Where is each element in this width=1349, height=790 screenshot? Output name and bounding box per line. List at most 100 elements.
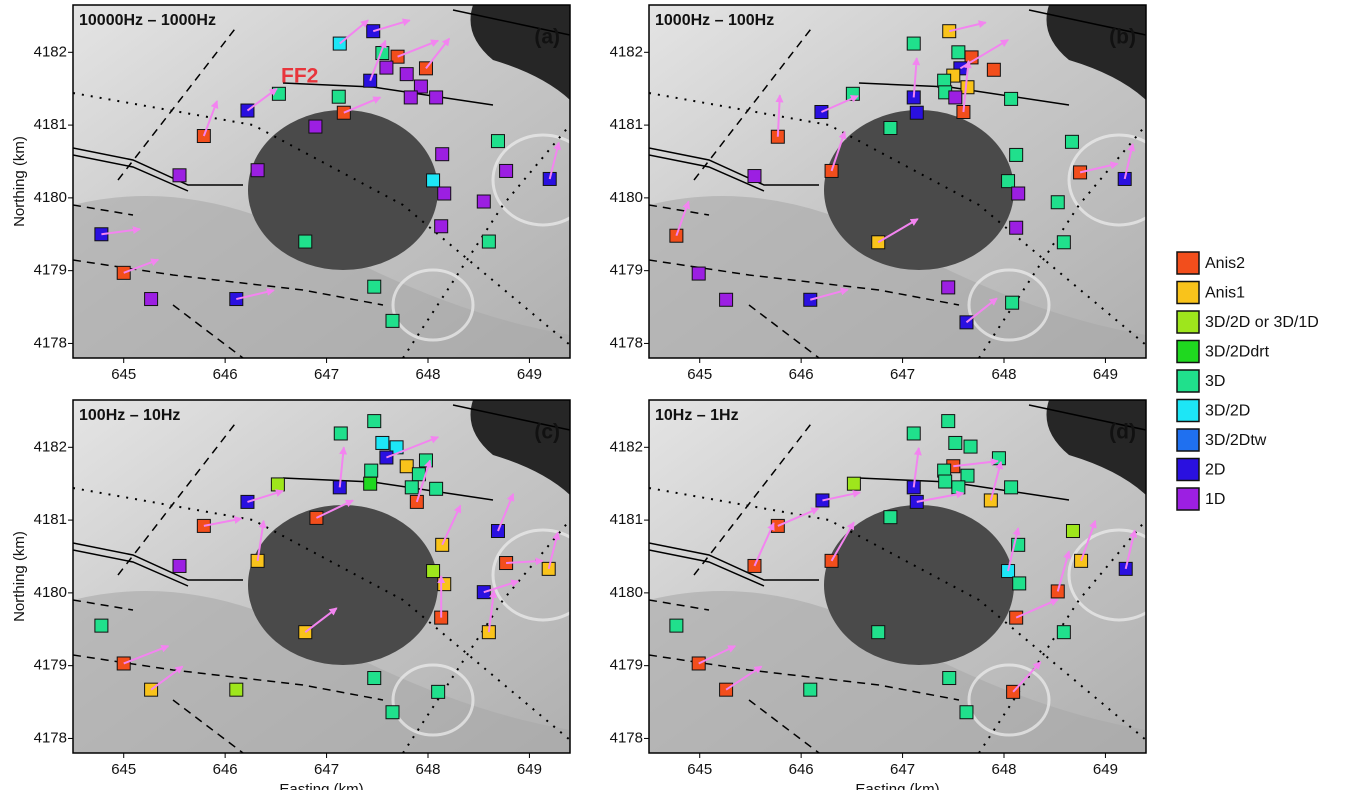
x-tick-label: 645 xyxy=(687,366,712,383)
legend-label: Anis2 xyxy=(1205,255,1245,272)
station-marker xyxy=(907,37,920,50)
legend-swatch xyxy=(1177,429,1199,451)
annotation: FF2 xyxy=(281,65,318,88)
station-marker xyxy=(405,481,418,494)
legend-label: 3D xyxy=(1205,373,1225,390)
caldera xyxy=(824,110,1014,270)
station-marker xyxy=(942,415,955,428)
legend-swatch xyxy=(1177,311,1199,333)
x-tick-label: 649 xyxy=(517,366,542,383)
panel-title: 100Hz – 10Hz xyxy=(79,407,180,424)
x-tick-label: 645 xyxy=(687,761,712,778)
panel-label: (d) xyxy=(1109,421,1136,444)
station-marker xyxy=(943,672,956,685)
legend-swatch xyxy=(1177,370,1199,392)
y-axis-label: Northing (km) xyxy=(11,136,28,227)
legend-label: 1D xyxy=(1205,491,1225,508)
x-tick-label: 647 xyxy=(890,761,915,778)
station-marker xyxy=(952,481,965,494)
station-marker xyxy=(400,68,413,81)
y-tick-label: 4181 xyxy=(34,511,67,528)
station-marker xyxy=(720,293,733,306)
station-marker xyxy=(309,120,322,133)
station-marker xyxy=(251,164,264,177)
y-tick-label: 4182 xyxy=(610,438,643,455)
y-tick-label: 4181 xyxy=(610,511,643,528)
y-tick-label: 4178 xyxy=(610,729,643,746)
station-marker xyxy=(272,87,285,100)
x-tick-label: 648 xyxy=(415,366,440,383)
station-marker xyxy=(368,415,381,428)
legend-label: 3D/2D xyxy=(1205,403,1250,420)
y-tick-label: 4180 xyxy=(610,189,643,206)
y-tick-label: 4178 xyxy=(610,334,643,351)
panel-title: 10Hz – 1Hz xyxy=(655,407,739,424)
station-marker xyxy=(692,267,705,280)
station-marker xyxy=(491,135,504,148)
x-tick-label: 648 xyxy=(991,366,1016,383)
station-marker xyxy=(910,106,923,119)
station-marker xyxy=(1057,626,1070,639)
legend-swatch xyxy=(1177,459,1199,481)
station-marker xyxy=(368,280,381,293)
map xyxy=(649,400,1169,753)
station-marker xyxy=(332,90,345,103)
legend-swatch xyxy=(1177,400,1199,422)
x-tick-label: 646 xyxy=(789,761,814,778)
station-marker xyxy=(334,427,347,440)
station-marker xyxy=(987,63,1000,76)
x-tick-label: 647 xyxy=(314,761,339,778)
station-marker xyxy=(884,511,897,524)
station-marker xyxy=(1006,296,1019,309)
x-tick-label: 647 xyxy=(890,366,915,383)
station-marker xyxy=(1005,481,1018,494)
x-tick-label: 646 xyxy=(789,366,814,383)
legend-label: 2D xyxy=(1205,462,1225,479)
station-marker xyxy=(952,46,965,59)
station-marker xyxy=(748,170,761,183)
station-marker xyxy=(1051,196,1064,209)
station-marker xyxy=(943,25,956,38)
station-marker xyxy=(1012,187,1025,200)
x-tick-label: 645 xyxy=(111,761,136,778)
legend-swatch xyxy=(1177,282,1199,304)
y-tick-label: 4179 xyxy=(34,657,67,674)
y-tick-label: 4182 xyxy=(34,438,67,455)
legend-swatch xyxy=(1177,341,1199,363)
station-marker xyxy=(949,91,962,104)
x-tick-label: 649 xyxy=(517,761,542,778)
y-tick-label: 4179 xyxy=(610,262,643,279)
station-marker xyxy=(299,235,312,248)
station-marker xyxy=(961,81,974,94)
station-marker xyxy=(380,61,393,74)
station-marker xyxy=(964,440,977,453)
station-marker xyxy=(386,314,399,327)
x-tick-label: 648 xyxy=(991,761,1016,778)
y-tick-label: 4179 xyxy=(610,657,643,674)
panel-label: (a) xyxy=(534,26,560,49)
station-marker xyxy=(1002,175,1015,188)
station-marker xyxy=(961,469,974,482)
station-marker xyxy=(271,478,284,491)
station-marker xyxy=(884,122,897,135)
panel-label: (b) xyxy=(1109,26,1136,49)
panel-title: 1000Hz – 100Hz xyxy=(655,12,774,29)
y-axis-label: Northing (km) xyxy=(11,531,28,622)
station-marker xyxy=(804,683,817,696)
station-marker xyxy=(173,169,186,182)
station-marker xyxy=(1013,577,1026,590)
x-axis-label: Easting (km) xyxy=(279,781,363,790)
station-marker xyxy=(400,460,413,473)
panel-title: 10000Hz – 1000Hz xyxy=(79,12,216,29)
station-marker xyxy=(427,565,440,578)
station-marker xyxy=(436,148,449,161)
station-marker xyxy=(173,559,186,572)
legend-label: 3D/2Dtw xyxy=(1205,432,1267,449)
legend-swatch xyxy=(1177,488,1199,510)
legend-label: 3D/2Ddrt xyxy=(1205,344,1270,361)
station-marker xyxy=(942,281,955,294)
station-marker xyxy=(435,220,448,233)
y-tick-label: 4182 xyxy=(610,43,643,60)
x-tick-label: 647 xyxy=(314,366,339,383)
station-marker xyxy=(230,683,243,696)
